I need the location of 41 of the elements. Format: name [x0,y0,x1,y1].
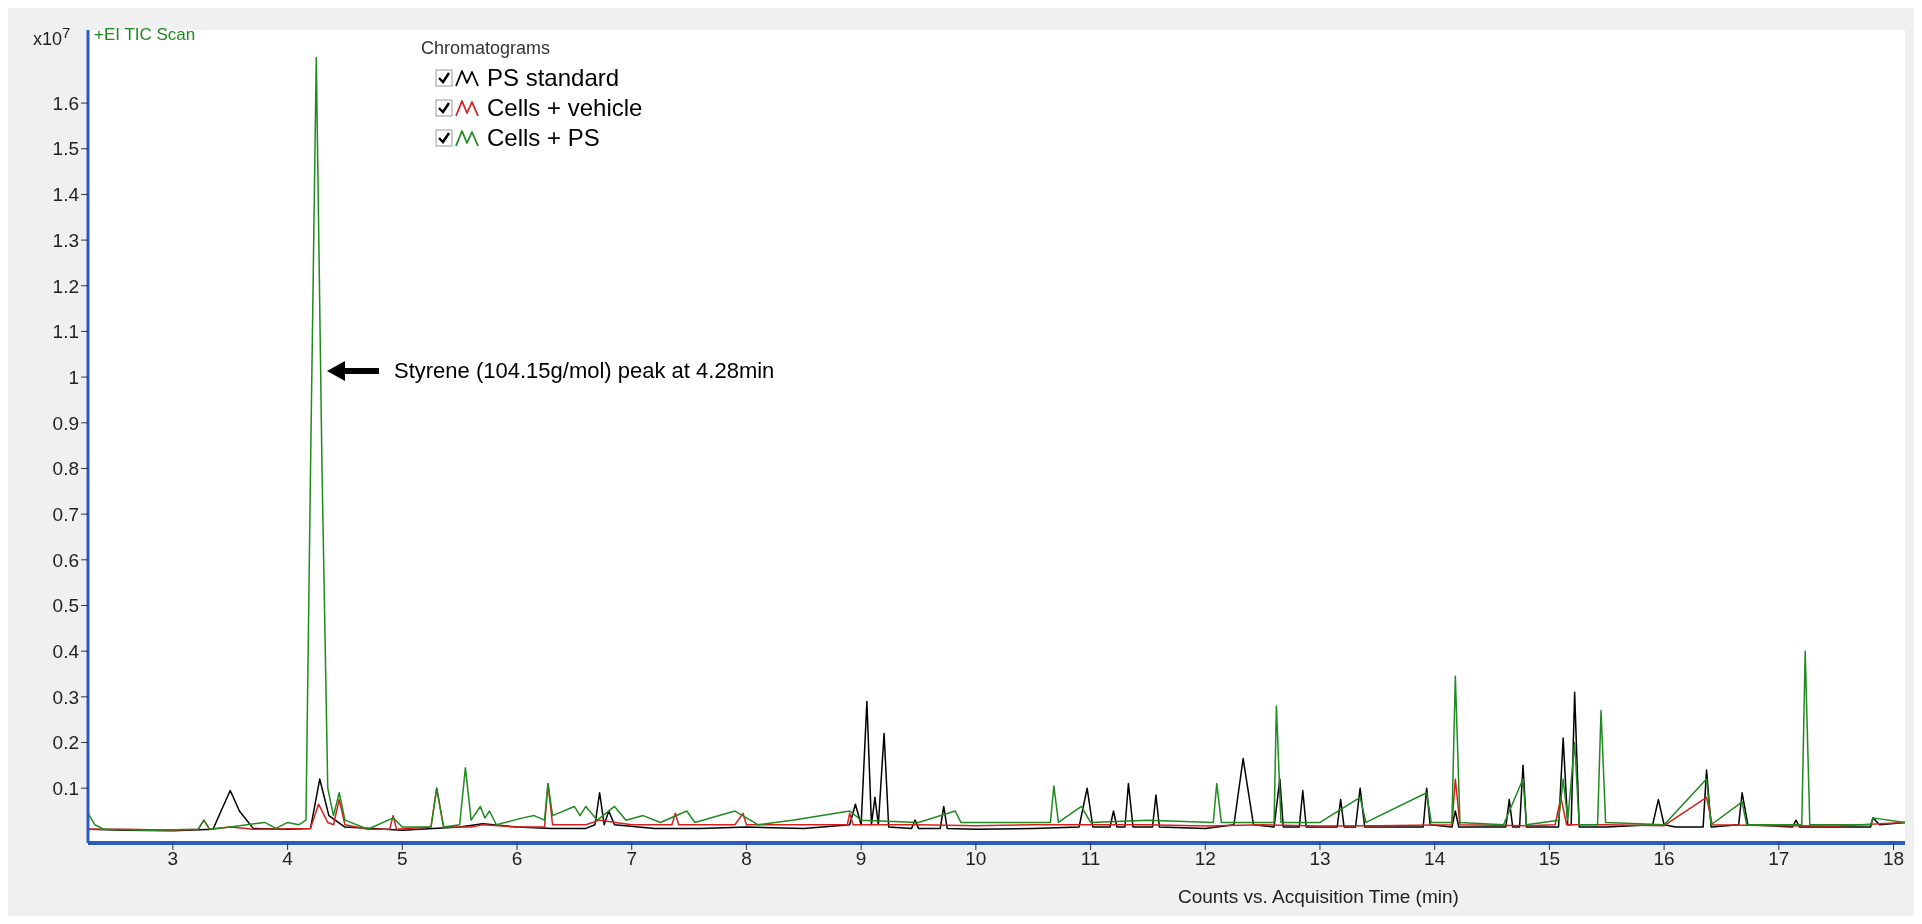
y-tick-label: 1.5 [52,138,79,160]
x-tick-label: 11 [1080,848,1101,870]
y-tick-label: 0.7 [52,503,79,525]
x-tick-label: 17 [1768,848,1790,870]
x-tick-label: 18 [1882,848,1905,870]
x-tick-label: 14 [1424,848,1446,870]
y-tick-label: 0.5 [52,595,79,617]
x-axis-title: Counts vs. Acquisition Time (min) [1178,886,1459,908]
y-tick-label: 0.9 [52,412,79,434]
y-tick-label: 0.1 [52,777,79,799]
x-tick-label: 3 [167,848,179,870]
legend-label: Cells + PS [487,124,600,152]
x-tick-label: 16 [1653,848,1675,870]
chart-title: +EI TIC Scan [94,25,196,45]
x-tick-label: 15 [1538,848,1560,870]
x-tick-label: 9 [855,848,867,870]
x-tick-label: 10 [965,848,987,870]
y-tick-label: 1.3 [52,229,79,251]
y-tick-label: 0.6 [52,549,79,571]
y-tick-label: 0.2 [52,732,79,754]
y-tick-label: 1.2 [52,275,79,297]
legend-title: Chromatograms [421,38,552,59]
y-tick-label: 0.8 [52,458,79,480]
y-tick-label: 1.1 [52,321,79,343]
y-tick-label: 1.4 [52,184,80,206]
y-tick-label: 1 [68,366,79,388]
x-tick-label: 7 [626,848,638,870]
legend-label: PS standard [487,64,620,92]
x-tick-label: 6 [511,848,523,870]
x-tick-label: 8 [741,848,752,870]
y-tick-label: 0.3 [52,686,79,708]
x-tick-label: 5 [397,848,408,870]
x-tick-label: 12 [1194,848,1216,870]
annotation: Styrene (104.15g/mol) peak at 4.28min [394,358,775,384]
x-tick-label: 4 [282,848,294,870]
x-tick-label: 13 [1309,848,1331,870]
line-series [88,56,1905,831]
legend-label: Cells + vehicle [487,94,643,122]
y-tick-label: 1.6 [52,92,79,114]
y-tick-label: 0.4 [52,640,80,662]
y-axis-title: x10$^{7}$ [33,24,71,50]
